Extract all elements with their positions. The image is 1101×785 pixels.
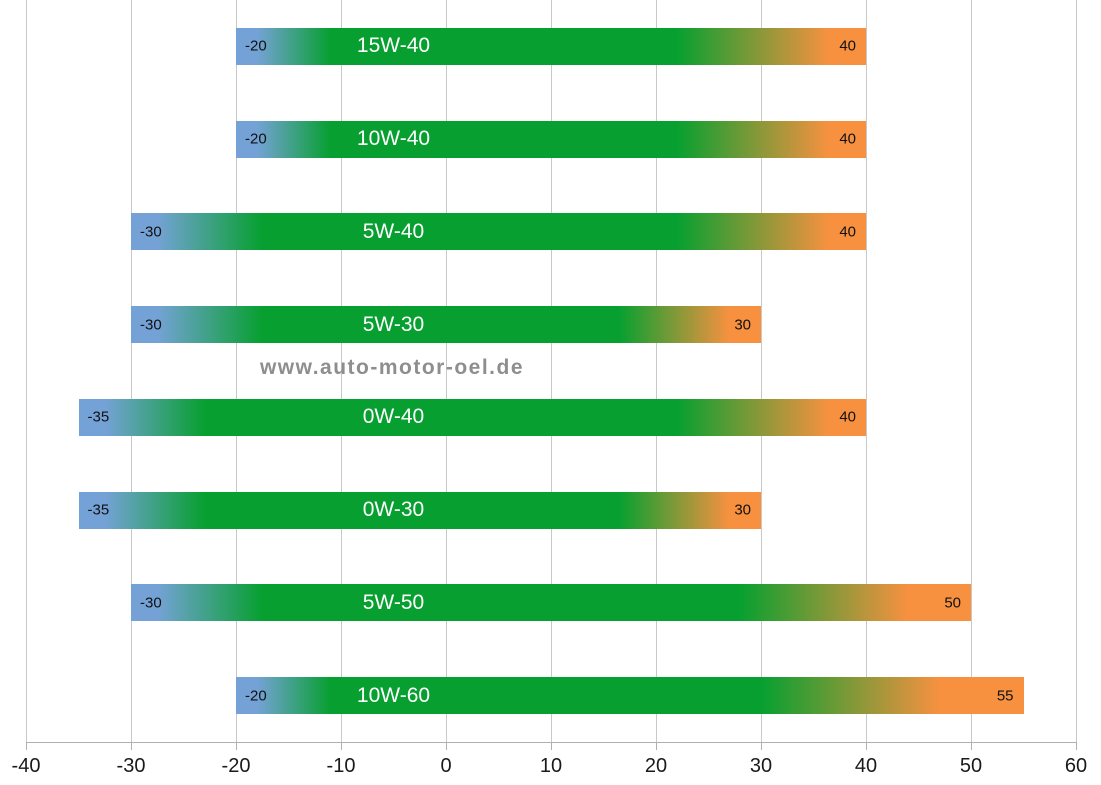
- axis-tick: [866, 743, 867, 750]
- max-value-label: 40: [839, 223, 856, 241]
- bar-5w-40: -30 5W-40 40: [131, 213, 866, 251]
- gridline: [656, 0, 657, 742]
- axis-tick: [131, 743, 132, 750]
- bar-label: 5W-30: [362, 312, 425, 336]
- bar-label: 0W-30: [362, 498, 425, 522]
- axis-tick-label: 30: [749, 755, 773, 777]
- axis-tick-label: 50: [959, 755, 983, 777]
- max-value-label: 40: [839, 408, 856, 426]
- axis-tick: [341, 743, 342, 750]
- bar-5w-50: -30 5W-50 50: [131, 584, 971, 622]
- axis-tick: [1076, 743, 1077, 750]
- bar-5w-30: -30 5W-30 30: [131, 306, 761, 344]
- bar-0w-40: -35 0W-40 40: [78, 398, 866, 436]
- axis-tick: [236, 743, 237, 750]
- axis-tick-label: 0: [440, 755, 452, 777]
- axis-tick-label: 60: [1064, 755, 1088, 777]
- gridline: [971, 0, 972, 742]
- bar-10w-40: -20 10W-40 40: [236, 120, 866, 158]
- min-value-label: -35: [87, 408, 110, 426]
- max-value-label: 40: [839, 130, 856, 148]
- axis-tick-label: -10: [326, 755, 356, 777]
- axis-tick-label: 20: [644, 755, 668, 777]
- gridline: [551, 0, 552, 742]
- min-value-label: -35: [87, 501, 110, 519]
- min-value-label: -20: [245, 37, 267, 55]
- axis-tick: [761, 743, 762, 750]
- bar-10w-60: -20 10W-60 55: [236, 677, 1024, 715]
- max-value-label: 50: [944, 594, 961, 612]
- plot-area: www.auto-motor-oel.de -20 15W-40 40 -20 10W-…: [26, 0, 1077, 742]
- gridline: [866, 0, 867, 742]
- min-value-label: -30: [140, 316, 162, 334]
- axis-tick: [971, 743, 972, 750]
- max-value-label: 55: [996, 687, 1014, 705]
- bar-label: 5W-40: [362, 219, 425, 243]
- bar-label: 10W-60: [356, 683, 431, 707]
- gridline: [446, 0, 447, 742]
- gridline: [341, 0, 342, 742]
- gridline: [26, 0, 27, 742]
- min-value-label: -20: [245, 687, 267, 705]
- gridline: [131, 0, 132, 742]
- axis-tick-label: 10: [539, 755, 563, 777]
- max-value-label: 40: [839, 37, 856, 55]
- axis-tick: [446, 743, 447, 750]
- min-value-label: -30: [140, 594, 162, 612]
- bar-0w-30: -35 0W-30 30: [78, 491, 761, 529]
- axis-tick: [551, 743, 552, 750]
- axis-tick: [656, 743, 657, 750]
- axis-tick-label: -20: [221, 755, 251, 777]
- gridline: [236, 0, 237, 742]
- x-axis-line: [26, 742, 1077, 743]
- gridline: [1076, 0, 1077, 742]
- bar-label: 10W-40: [356, 127, 431, 151]
- axis-tick-label: -40: [11, 755, 41, 777]
- bar-label: 15W-40: [356, 34, 431, 58]
- bar-label: 5W-50: [362, 590, 425, 614]
- bar-15w-40: -20 15W-40 40: [236, 27, 866, 65]
- min-value-label: -30: [140, 223, 162, 241]
- max-value-label: 30: [734, 316, 751, 334]
- axis-tick-label: -30: [116, 755, 146, 777]
- axis-tick-label: 40: [854, 755, 878, 777]
- max-value-label: 30: [734, 501, 751, 519]
- gridline: [761, 0, 762, 742]
- bar-label: 0W-40: [362, 405, 425, 429]
- min-value-label: -20: [245, 130, 267, 148]
- watermark: www.auto-motor-oel.de: [259, 356, 525, 379]
- axis-tick: [26, 743, 27, 750]
